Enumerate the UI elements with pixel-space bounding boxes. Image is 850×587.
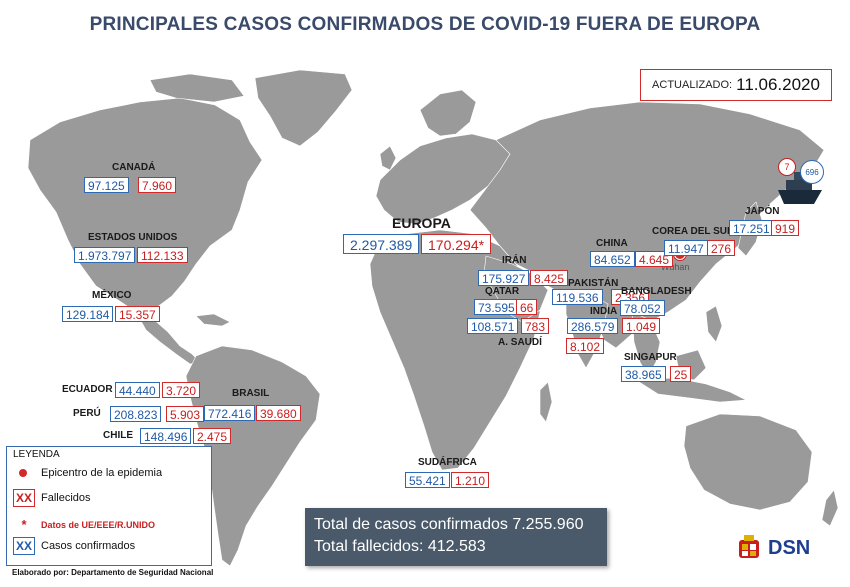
deaths-singapur: 25 bbox=[670, 366, 692, 382]
asia-shape bbox=[469, 101, 825, 349]
philippines-shape bbox=[705, 305, 723, 343]
cases-canada: 97.125 bbox=[84, 177, 129, 193]
scandinavia-shape bbox=[419, 89, 477, 137]
cases-asaudi: 108.571 bbox=[467, 318, 519, 334]
legend-row-epicenter: Epicentro de la epidemia bbox=[13, 467, 162, 479]
north-america-shape bbox=[27, 97, 263, 313]
cases-singapur: 38.965 bbox=[621, 366, 666, 382]
legend-heading: LEYENDA bbox=[13, 449, 60, 460]
deaths-india: 8.102 bbox=[566, 338, 605, 354]
deaths-key-icon: XX bbox=[13, 489, 35, 507]
deaths-peru: 5.903 bbox=[166, 406, 205, 422]
deaths-corea: 276 bbox=[707, 240, 736, 256]
cases-china: 84.652 bbox=[590, 251, 635, 267]
legend-epicenter-text: Epicentro de la epidemia bbox=[41, 467, 163, 479]
label-qatar: QATAR bbox=[485, 286, 520, 297]
cases-qatar: 73.595 bbox=[474, 299, 519, 315]
cruise-ship-cases-badge: 696 bbox=[800, 160, 824, 184]
legend-eu-text: Datos de UE/EEE/R.UNIDO bbox=[41, 519, 156, 530]
cases-sudafrica: 55.421 bbox=[405, 472, 450, 488]
label-asaudi: A. SAUDÍ bbox=[498, 337, 542, 348]
label-europa: EUROPA bbox=[392, 215, 451, 231]
label-canada: CANADÁ bbox=[112, 162, 156, 173]
title-bar: PRINCIPALES CASOS CONFIRMADOS DE COVID-1… bbox=[0, 0, 850, 50]
label-peru: PERÚ bbox=[73, 408, 101, 419]
deaths-chile: 2.475 bbox=[193, 428, 232, 444]
label-corea: COREA DEL SUR bbox=[652, 226, 735, 237]
cases-ecuador: 44.440 bbox=[115, 382, 160, 398]
australia-shape bbox=[683, 413, 813, 511]
cases-usa: 1.973.797 bbox=[74, 247, 136, 263]
legend-row-deaths: XX Fallecidos bbox=[13, 489, 91, 507]
cases-chile: 148.496 bbox=[140, 428, 192, 444]
coat-of-arms-icon bbox=[739, 535, 759, 558]
label-pakistan: PAKISTÁN bbox=[568, 278, 619, 289]
label-china: CHINA bbox=[596, 238, 628, 249]
label-mexico: MÉXICO bbox=[92, 290, 132, 301]
label-india: INDIA bbox=[590, 306, 618, 317]
deaths-ecuador: 3.720 bbox=[162, 382, 201, 398]
dsn-logo-text: DSN bbox=[768, 536, 811, 559]
totals-box: Total de casos confirmados 7.255.960 Tot… bbox=[305, 508, 607, 566]
label-usa: ESTADOS UNIDOS bbox=[88, 232, 178, 243]
label-iran: IRÁN bbox=[502, 255, 527, 266]
cases-peru: 208.823 bbox=[110, 406, 162, 422]
deaths-canada: 7.960 bbox=[138, 177, 177, 193]
deaths-china: 4.645 bbox=[635, 251, 674, 267]
new-zealand-shape bbox=[821, 489, 839, 527]
cases-brasil: 772.416 bbox=[204, 405, 256, 421]
cases-pakistan: 119.536 bbox=[552, 289, 603, 305]
cases-iran: 175.927 bbox=[478, 270, 530, 286]
deaths-europa: 170.294* bbox=[421, 234, 492, 254]
caribbean-shape bbox=[195, 313, 231, 327]
label-sudafrica: SUDÁFRICA bbox=[418, 457, 477, 468]
epicenter-icon bbox=[19, 469, 27, 477]
cases-europa: 2.297.389 bbox=[343, 234, 420, 254]
deaths-mexico: 15.357 bbox=[115, 306, 160, 322]
label-brasil: BRASIL bbox=[232, 388, 270, 399]
updated-box: ACTUALIZADO: 11.06.2020 bbox=[640, 69, 832, 101]
asterisk-icon: * bbox=[21, 517, 27, 532]
deaths-brasil: 39.680 bbox=[256, 405, 301, 421]
greenland-shape bbox=[254, 69, 353, 147]
legend-cases-text: Casos confirmados bbox=[41, 540, 136, 552]
madagascar-shape bbox=[539, 381, 553, 423]
label-chile: CHILE bbox=[103, 430, 133, 441]
deaths-iran: 8.425 bbox=[530, 270, 569, 286]
cases-india: 286.579 bbox=[567, 318, 619, 334]
deaths-bangladesh: 1.049 bbox=[622, 318, 661, 334]
cases-mexico: 129.184 bbox=[62, 306, 114, 322]
cases-corea: 11.947 bbox=[664, 240, 708, 256]
world-map bbox=[27, 69, 839, 567]
arctic-islands-shape bbox=[149, 73, 245, 103]
deaths-usa: 112.133 bbox=[137, 247, 188, 263]
legend-row-eu: * Datos de UE/EEE/R.UNIDO bbox=[13, 517, 155, 532]
dsn-logo: DSN bbox=[736, 534, 810, 562]
label-japon: JAPÓN bbox=[745, 206, 780, 217]
legend: LEYENDA Epicentro de la epidemia XX Fall… bbox=[6, 446, 212, 566]
credit: Elaborado por: Departamento de Seguridad… bbox=[12, 568, 214, 577]
cases-bangladesh: 78.052 bbox=[620, 300, 665, 316]
total-cases: Total de casos confirmados 7.255.960 bbox=[314, 516, 584, 533]
total-deaths: Total fallecidos: 412.583 bbox=[314, 538, 486, 555]
updated-date: 11.06.2020 bbox=[736, 75, 820, 94]
epicenter-label: Wuhan bbox=[661, 262, 690, 272]
legend-row-cases: XX Casos confirmados bbox=[13, 537, 135, 555]
cruise-ship-deaths-badge: 7 bbox=[778, 158, 796, 176]
deaths-japon: 919 bbox=[771, 220, 800, 236]
legend-deaths-text: Fallecidos bbox=[41, 492, 91, 504]
deaths-sudafrica: 1.210 bbox=[451, 472, 490, 488]
deaths-qatar: 66 bbox=[516, 299, 538, 315]
map-title: PRINCIPALES CASOS CONFIRMADOS DE COVID-1… bbox=[89, 14, 761, 35]
uk-shape bbox=[379, 145, 397, 171]
cases-key-icon: XX bbox=[13, 537, 35, 555]
updated-label: ACTUALIZADO: bbox=[652, 79, 733, 91]
label-ecuador: ECUADOR bbox=[62, 384, 113, 395]
label-singapur: SINGAPUR bbox=[624, 352, 677, 363]
label-bangladesh: BANGLADESH bbox=[621, 286, 692, 297]
cases-japon: 17.251 bbox=[729, 220, 774, 236]
deaths-asaudi: 783 bbox=[521, 318, 550, 334]
